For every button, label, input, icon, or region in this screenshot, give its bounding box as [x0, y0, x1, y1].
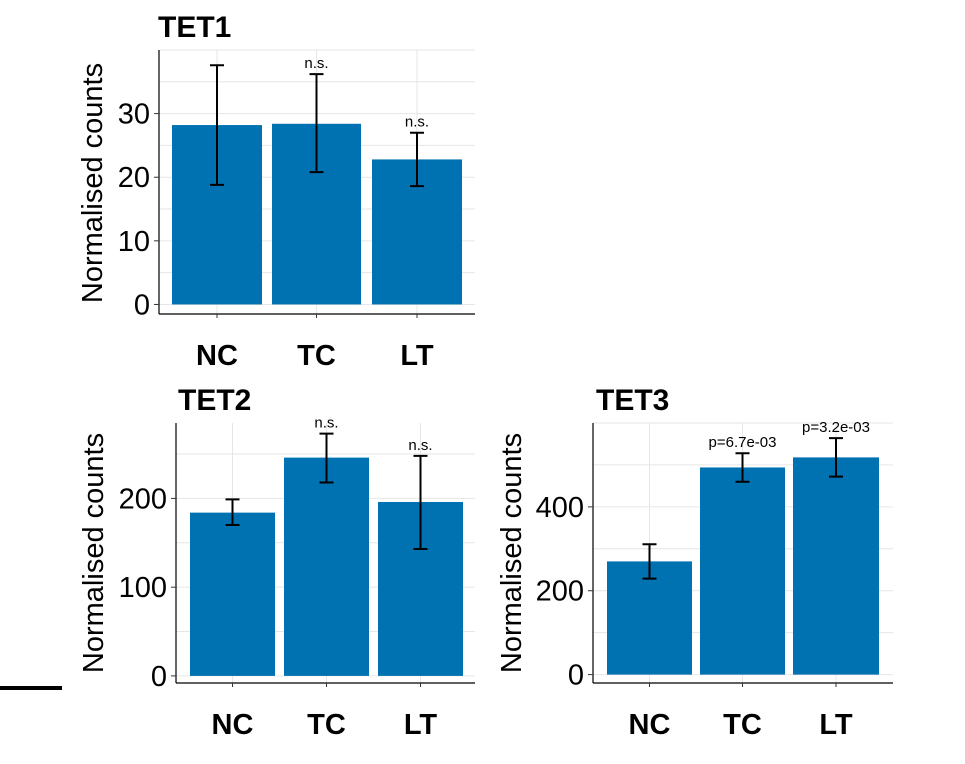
y-axis-label: Normalised counts — [496, 433, 528, 673]
error-bar-nc — [642, 543, 657, 580]
y-tick-label: 200 — [536, 576, 584, 608]
error-bar-lt — [829, 437, 843, 478]
error-bar-tc — [309, 73, 324, 174]
plot-area: p=6.7e-03 p=3.2e-03 0 200 400 NC TC LT — [536, 419, 893, 741]
significance-label: p=3.2e-03 — [802, 419, 870, 436]
bar-nc — [190, 512, 275, 676]
y-tick-label: 0 — [134, 289, 150, 321]
significance-label: n.s. — [314, 415, 338, 432]
panel-tet2: TET2 Normalised counts n.s. n.s. 0 100 200 NC… — [78, 384, 475, 741]
x-tick-label: LT — [819, 709, 853, 741]
error-bar-tc — [735, 452, 750, 483]
chart-title: TET1 — [158, 11, 231, 44]
x-tick-label: TC — [297, 340, 336, 372]
y-tick-label: 0 — [151, 661, 167, 693]
x-tick-label: NC — [212, 709, 254, 741]
chart-title: TET2 — [178, 384, 251, 417]
error-bar-lt — [410, 131, 424, 188]
bar-nc — [607, 561, 692, 675]
x-tick-label: TC — [723, 709, 762, 741]
bar-lt — [793, 457, 879, 675]
error-bar-tc — [319, 432, 334, 484]
x-tick-label: LT — [400, 340, 434, 372]
plot-area: n.s. n.s. 0 100 200 NC TC LT — [119, 415, 475, 741]
significance-label: p=6.7e-03 — [709, 434, 777, 451]
panel-tet3: TET3 Normalised counts p=6.7e-03 p=3.2e-0… — [496, 384, 893, 741]
x-tick-label: NC — [196, 340, 238, 372]
y-tick-label: 200 — [119, 483, 167, 515]
bar-tc — [284, 457, 369, 676]
significance-label: n.s. — [304, 55, 328, 72]
x-tick-label: LT — [404, 709, 438, 741]
y-tick-label: 20 — [118, 162, 150, 194]
bar-tc — [700, 467, 785, 675]
chart-title: TET3 — [596, 384, 669, 417]
significance-label: n.s. — [408, 437, 432, 454]
y-tick-label: 30 — [118, 99, 150, 131]
y-tick-label: 10 — [118, 226, 150, 258]
y-tick-label: 100 — [119, 572, 167, 604]
error-bar-nc — [210, 64, 224, 186]
significance-label: n.s. — [405, 114, 429, 131]
plot-area: n.s. n.s. 0 10 20 30 NC TC LT — [118, 49, 475, 372]
y-axis-label: Normalised counts — [77, 63, 109, 303]
x-tick-label: NC — [629, 709, 671, 741]
y-axis-label: Normalised counts — [78, 433, 110, 673]
y-tick-label: 0 — [568, 660, 584, 692]
error-bar-nc — [225, 498, 240, 527]
x-tick-label: TC — [307, 709, 346, 741]
error-bar-lt — [413, 454, 428, 551]
panel-tet1: TET1 Normalised counts n.s. n.s. 0 10 20 30 NC… — [77, 11, 475, 372]
y-tick-label: 400 — [536, 492, 584, 524]
